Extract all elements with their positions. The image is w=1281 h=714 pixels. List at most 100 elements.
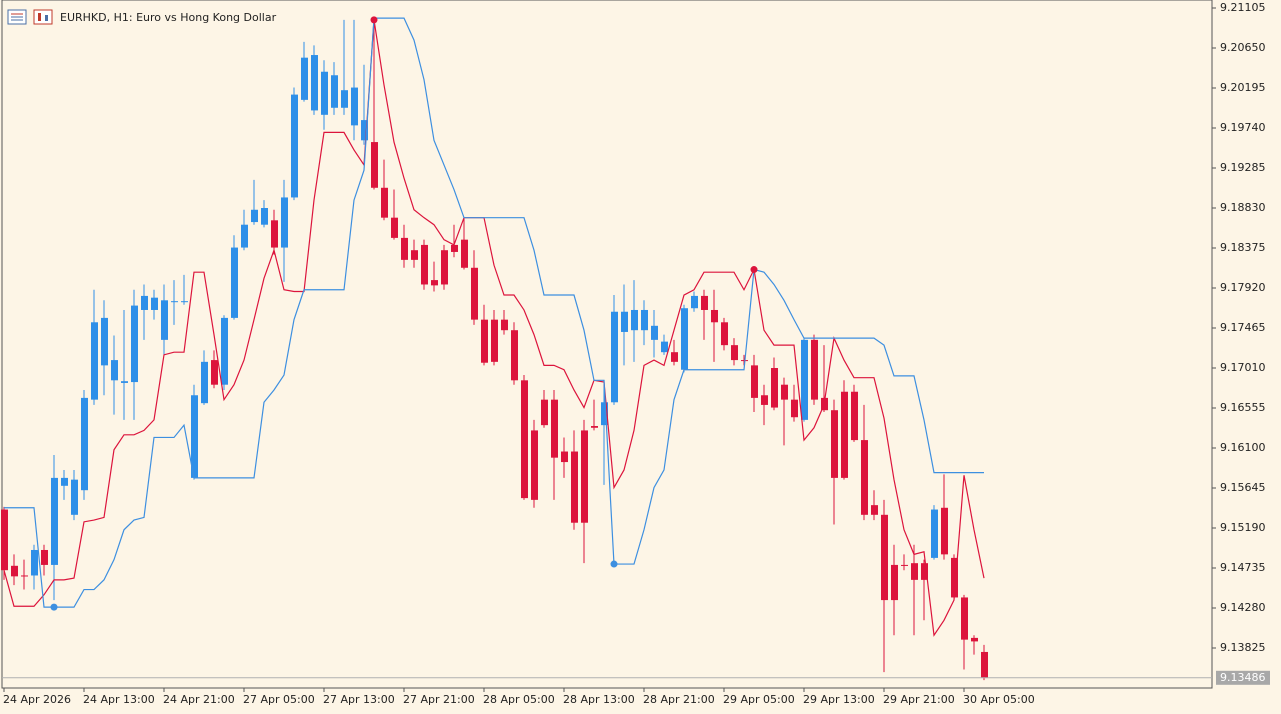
candle-body <box>871 505 878 515</box>
candle-body <box>731 345 738 361</box>
chart-icon[interactable] <box>33 9 53 25</box>
x-tick-label: 27 Apr 13:00 <box>323 693 395 706</box>
y-tick-label: 9.20195 <box>1220 81 1266 94</box>
candle-body <box>631 309 638 331</box>
candle-body <box>891 564 898 601</box>
y-tick-label: 9.16555 <box>1220 401 1266 414</box>
candle-body <box>211 360 218 385</box>
x-tick-label: 28 Apr 13:00 <box>563 693 635 706</box>
candle-body <box>641 309 648 331</box>
icon-bar <box>38 13 41 21</box>
candle-body <box>921 563 928 580</box>
x-tick-label: 24 Apr 2026 <box>3 693 71 706</box>
candle-body <box>121 381 128 383</box>
y-tick-label: 9.13825 <box>1220 641 1266 654</box>
candle-body <box>721 322 728 346</box>
candle-body <box>351 87 358 126</box>
candle-body <box>461 239 468 268</box>
candle-body <box>411 250 418 260</box>
candle-body <box>611 311 618 403</box>
y-tick-label: 9.15645 <box>1220 481 1266 494</box>
candle-body <box>541 399 548 426</box>
candle-body <box>91 322 98 400</box>
x-tick-label: 27 Apr 21:00 <box>403 693 475 706</box>
signal-dot <box>610 560 618 568</box>
candle-body <box>751 365 758 398</box>
candle-body <box>601 402 608 426</box>
candle-body <box>481 319 488 363</box>
candle-body <box>361 120 368 141</box>
candle-body <box>431 280 438 286</box>
candle-body <box>881 514 888 601</box>
candle-body <box>241 224 248 248</box>
candle-body <box>111 360 118 381</box>
candle-body <box>141 295 148 310</box>
candle-body <box>321 71 328 115</box>
candle-body <box>261 208 268 225</box>
candle-body <box>81 397 88 491</box>
y-tick-label: 9.19740 <box>1220 121 1266 134</box>
candle-body <box>851 391 858 441</box>
signal-dot <box>750 266 758 274</box>
candle-body <box>931 509 938 558</box>
candle-body <box>511 330 518 381</box>
candle-body <box>171 301 178 303</box>
y-tick-label: 9.21105 <box>1220 1 1266 14</box>
candle-body <box>401 237 408 260</box>
signal-dot <box>370 16 378 24</box>
y-tick-label: 9.15190 <box>1220 521 1266 534</box>
candle-body <box>651 325 658 340</box>
icon-bar <box>45 15 48 21</box>
candle-body <box>381 187 388 218</box>
candle-body <box>131 305 138 383</box>
candle-body <box>391 217 398 238</box>
candle-body <box>41 549 48 565</box>
y-tick-label: 9.20650 <box>1220 41 1266 54</box>
last-price-box <box>1216 670 1270 685</box>
candle-body <box>531 430 538 500</box>
y-tick-label: 9.14735 <box>1220 561 1266 574</box>
candle-body <box>831 410 838 478</box>
x-tick-label: 29 Apr 05:00 <box>723 693 795 706</box>
y-tick-label: 9.17010 <box>1220 361 1266 374</box>
candle-body <box>591 426 598 428</box>
y-tick-label: 9.19285 <box>1220 161 1266 174</box>
x-tick-label: 27 Apr 05:00 <box>243 693 315 706</box>
chart-title: EURHKD, H1: Euro vs Hong Kong Dollar <box>60 11 277 24</box>
signal-dot <box>50 603 58 611</box>
x-tick-label: 29 Apr 21:00 <box>883 693 955 706</box>
candle-body <box>221 317 228 385</box>
candle-body <box>571 451 578 523</box>
x-tick-label: 28 Apr 21:00 <box>643 693 715 706</box>
y-tick-label: 9.16100 <box>1220 441 1266 454</box>
candle-body <box>21 575 28 577</box>
candle-body <box>441 250 448 285</box>
candle-body <box>11 565 18 577</box>
candle-body <box>501 319 508 331</box>
candle-body <box>251 209 258 223</box>
candle-body <box>581 430 588 523</box>
candle-body <box>281 197 288 248</box>
candle-body <box>71 479 78 515</box>
candle-body <box>521 380 528 499</box>
candle-body <box>471 267 478 320</box>
candle-body <box>491 319 498 362</box>
candle-body <box>291 94 298 198</box>
candle-body <box>231 247 238 318</box>
x-tick-label: 29 Apr 13:00 <box>803 693 875 706</box>
candle-body <box>341 90 348 108</box>
candle-body <box>681 308 688 370</box>
candle-body <box>161 300 168 340</box>
x-tick-label: 24 Apr 13:00 <box>83 693 155 706</box>
candle-body <box>901 564 908 566</box>
y-tick-label: 9.17920 <box>1220 281 1266 294</box>
candle-body <box>911 563 918 580</box>
candle-body <box>331 75 338 108</box>
candle-body <box>421 244 428 285</box>
candle-body <box>811 339 818 400</box>
candle-body <box>981 651 988 678</box>
candle-body <box>1 509 8 571</box>
candle-body <box>311 55 318 111</box>
candle-body <box>841 391 848 478</box>
